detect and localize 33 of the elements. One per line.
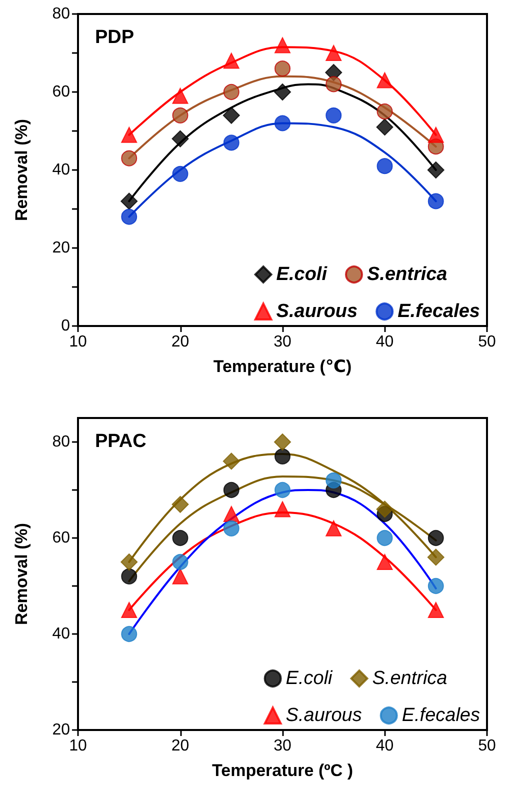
annotation: PDP xyxy=(95,27,134,48)
y-axis-title: Removal (%) xyxy=(12,118,31,222)
legend-label: E.coli xyxy=(276,264,328,285)
y-tick-label: 80 xyxy=(52,434,70,450)
x-axis-title: Temperature (℃) xyxy=(213,357,352,376)
x-tick-label: 50 xyxy=(478,334,496,350)
x-tick-label: 20 xyxy=(171,334,190,350)
y-tick-label: 40 xyxy=(52,626,70,642)
x-tick-label: 20 xyxy=(171,738,190,754)
y-tick-label: 60 xyxy=(52,530,70,546)
y-tick-label: 20 xyxy=(52,722,70,738)
annotation: PPAC xyxy=(95,431,147,452)
legend-label: S.entrica xyxy=(366,264,448,285)
x-tick-label: 10 xyxy=(69,738,87,754)
legend-label: S.aurous xyxy=(276,301,358,322)
legend-label: S.entrica xyxy=(372,668,448,689)
legend-label: E.fecales xyxy=(398,301,480,322)
y-tick-label: 80 xyxy=(52,6,70,22)
x-tick-label: 40 xyxy=(376,738,394,754)
x-tick-label: 30 xyxy=(274,334,292,350)
legend-label: E.coli xyxy=(286,668,334,689)
y-tick-label: 60 xyxy=(52,84,70,100)
y-tick-label: 20 xyxy=(52,240,70,256)
x-tick-label: 50 xyxy=(478,738,496,754)
legend-label: S.aurous xyxy=(286,705,362,726)
y-axis-title: Removal (%) xyxy=(12,522,31,626)
y-tick-label: 0 xyxy=(61,318,70,334)
x-tick-label: 10 xyxy=(69,334,87,350)
y-tick-label: 40 xyxy=(52,162,70,178)
x-tick-label: 30 xyxy=(274,738,292,754)
legend-label: E.fecales xyxy=(402,705,480,726)
x-tick-label: 40 xyxy=(376,334,394,350)
x-axis-title: Temperature (ºC ) xyxy=(212,761,353,780)
